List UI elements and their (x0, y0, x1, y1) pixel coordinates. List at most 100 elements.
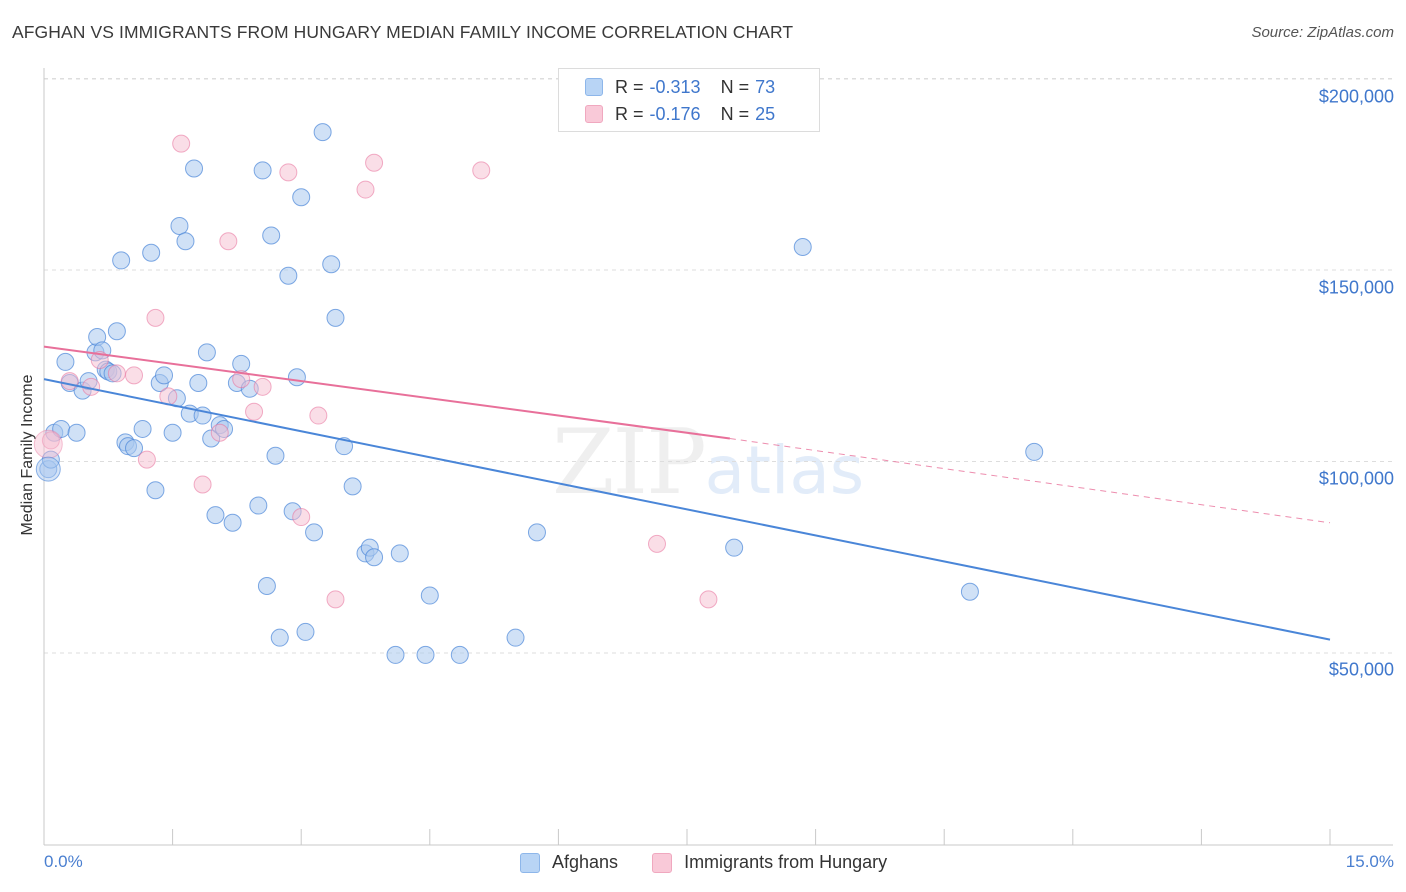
hungary-point-13 (232, 370, 251, 389)
afghans-point-30 (185, 159, 204, 178)
hungary-point-12 (219, 232, 238, 251)
y-tick-label-50000: $50,000 (1328, 659, 1394, 680)
afghans-point-56 (326, 308, 345, 327)
legend-label-hungary: Immigrants from Hungary (684, 852, 888, 872)
hungary-point-7 (146, 308, 165, 327)
x-tick-label-min: 0.0% (44, 852, 83, 871)
series-legend: Afghans Immigrants from Hungary (520, 852, 921, 873)
hungary-point-9 (172, 134, 191, 153)
hungary-point-17 (292, 508, 311, 527)
afghans-point-58 (343, 477, 362, 496)
afghans-trend-line (43, 378, 1331, 641)
legend-item-afghans[interactable]: Afghans (520, 852, 618, 873)
afghans-point-38 (223, 513, 242, 532)
n-label: N = (720, 76, 750, 97)
afghans-point-46 (266, 446, 285, 465)
hungary-point-18 (309, 406, 328, 425)
afghans-point-44 (257, 576, 276, 595)
hungary-point-14 (245, 402, 264, 421)
hungary-legend-swatch (652, 852, 673, 873)
r-value: -0.176 (649, 103, 701, 124)
afghans-legend-swatch (520, 852, 540, 873)
hungary-point-3 (90, 351, 109, 370)
afghans-point-15 (107, 322, 126, 341)
afghans-point-22 (146, 481, 165, 500)
y-axis-label: Median Family Income (19, 374, 36, 536)
afghans-point-64 (416, 645, 435, 664)
hungary-point-16 (279, 163, 298, 182)
afghans-point-4 (56, 352, 75, 371)
afghans-point-19 (125, 439, 144, 458)
afghans-point-40 (232, 354, 251, 373)
afghans-point-50 (287, 368, 306, 387)
source-label: Source: ZipAtlas.com (1251, 24, 1394, 41)
hungary-point-21 (365, 153, 384, 172)
hungary-point-20 (356, 180, 375, 199)
afghans-point-35 (206, 506, 225, 525)
afghans-point-51 (292, 188, 311, 207)
stats-legend-row-afghans: R = -0.313 N = 73 (585, 75, 775, 99)
hungary-trend-line-extension (729, 438, 1331, 524)
afghans-point-67 (506, 628, 525, 647)
legend-label-afghans: Afghans (552, 852, 619, 872)
stats-legend-row-hungary: R = -0.176 N = 25 (585, 102, 775, 126)
afghans-point-65 (420, 586, 439, 605)
hungary-point-23 (647, 534, 666, 553)
afghans-point-28 (176, 232, 195, 251)
afghans-point-31 (189, 373, 208, 392)
afghans-point-66 (450, 645, 469, 664)
hungary-point-22 (472, 161, 491, 180)
afghans-point-62 (386, 645, 405, 664)
hungary-swatch (585, 105, 603, 123)
afghans-point-24 (155, 366, 174, 385)
afghans-point-72 (1025, 442, 1044, 461)
hungary-point-24 (699, 590, 718, 609)
afghans-point-70 (793, 238, 812, 257)
afghans-point-43 (253, 161, 272, 180)
afghans-point-33 (197, 343, 216, 362)
r-value: -0.313 (649, 76, 701, 97)
n-value: 73 (755, 76, 776, 97)
afghans-point-57 (335, 437, 354, 456)
hungary-point-19 (326, 590, 345, 609)
afghans-point-53 (305, 523, 324, 542)
r-label: R = (615, 103, 644, 124)
r-label: R = (615, 76, 644, 97)
hungary-point-6 (137, 450, 156, 469)
hungary-point-11 (210, 423, 229, 442)
y-tick-label-150000: $150,000 (1318, 277, 1394, 298)
hungary-point-10 (193, 475, 212, 494)
hungary-point-4 (107, 364, 126, 383)
hungary-point-0 (41, 431, 60, 450)
afghans-point-48 (279, 266, 298, 285)
hungary-trend-line (43, 345, 730, 440)
hungary-cluster-point (33, 429, 63, 459)
hungary-point-5 (125, 366, 144, 385)
afghans-point-27 (170, 216, 189, 235)
y-tick-label-200000: $200,000 (1318, 86, 1394, 107)
afghans-point-16 (112, 251, 131, 270)
n-label: N = (720, 103, 750, 124)
y-tick-label-100000: $100,000 (1318, 468, 1394, 489)
afghans-point-45 (262, 226, 281, 245)
afghans-point-61 (365, 548, 384, 567)
afghans-point-63 (390, 544, 409, 563)
afghans-cluster-point (35, 456, 61, 482)
afghans-point-42 (249, 496, 268, 515)
x-tick-label-max: 15.0% (1345, 852, 1394, 871)
watermark-atlas: atlas (704, 432, 865, 509)
afghans-point-20 (133, 419, 152, 438)
afghans-point-6 (67, 423, 86, 442)
afghans-point-55 (322, 255, 341, 274)
afghans-point-71 (960, 582, 979, 601)
stats-legend: R = -0.313 N = 73 R = -0.176 N = 25 (558, 68, 820, 132)
chart-title: AFGHAN VS IMMIGRANTS FROM HUNGARY MEDIAN… (12, 22, 794, 42)
afghans-point-25 (163, 423, 182, 442)
afghans-swatch (585, 78, 603, 96)
afghans-point-69 (725, 538, 744, 557)
hungary-point-1 (60, 372, 79, 391)
afghans-point-52 (296, 622, 315, 641)
n-value: 25 (755, 103, 776, 124)
legend-item-hungary[interactable]: Immigrants from Hungary (652, 852, 887, 873)
